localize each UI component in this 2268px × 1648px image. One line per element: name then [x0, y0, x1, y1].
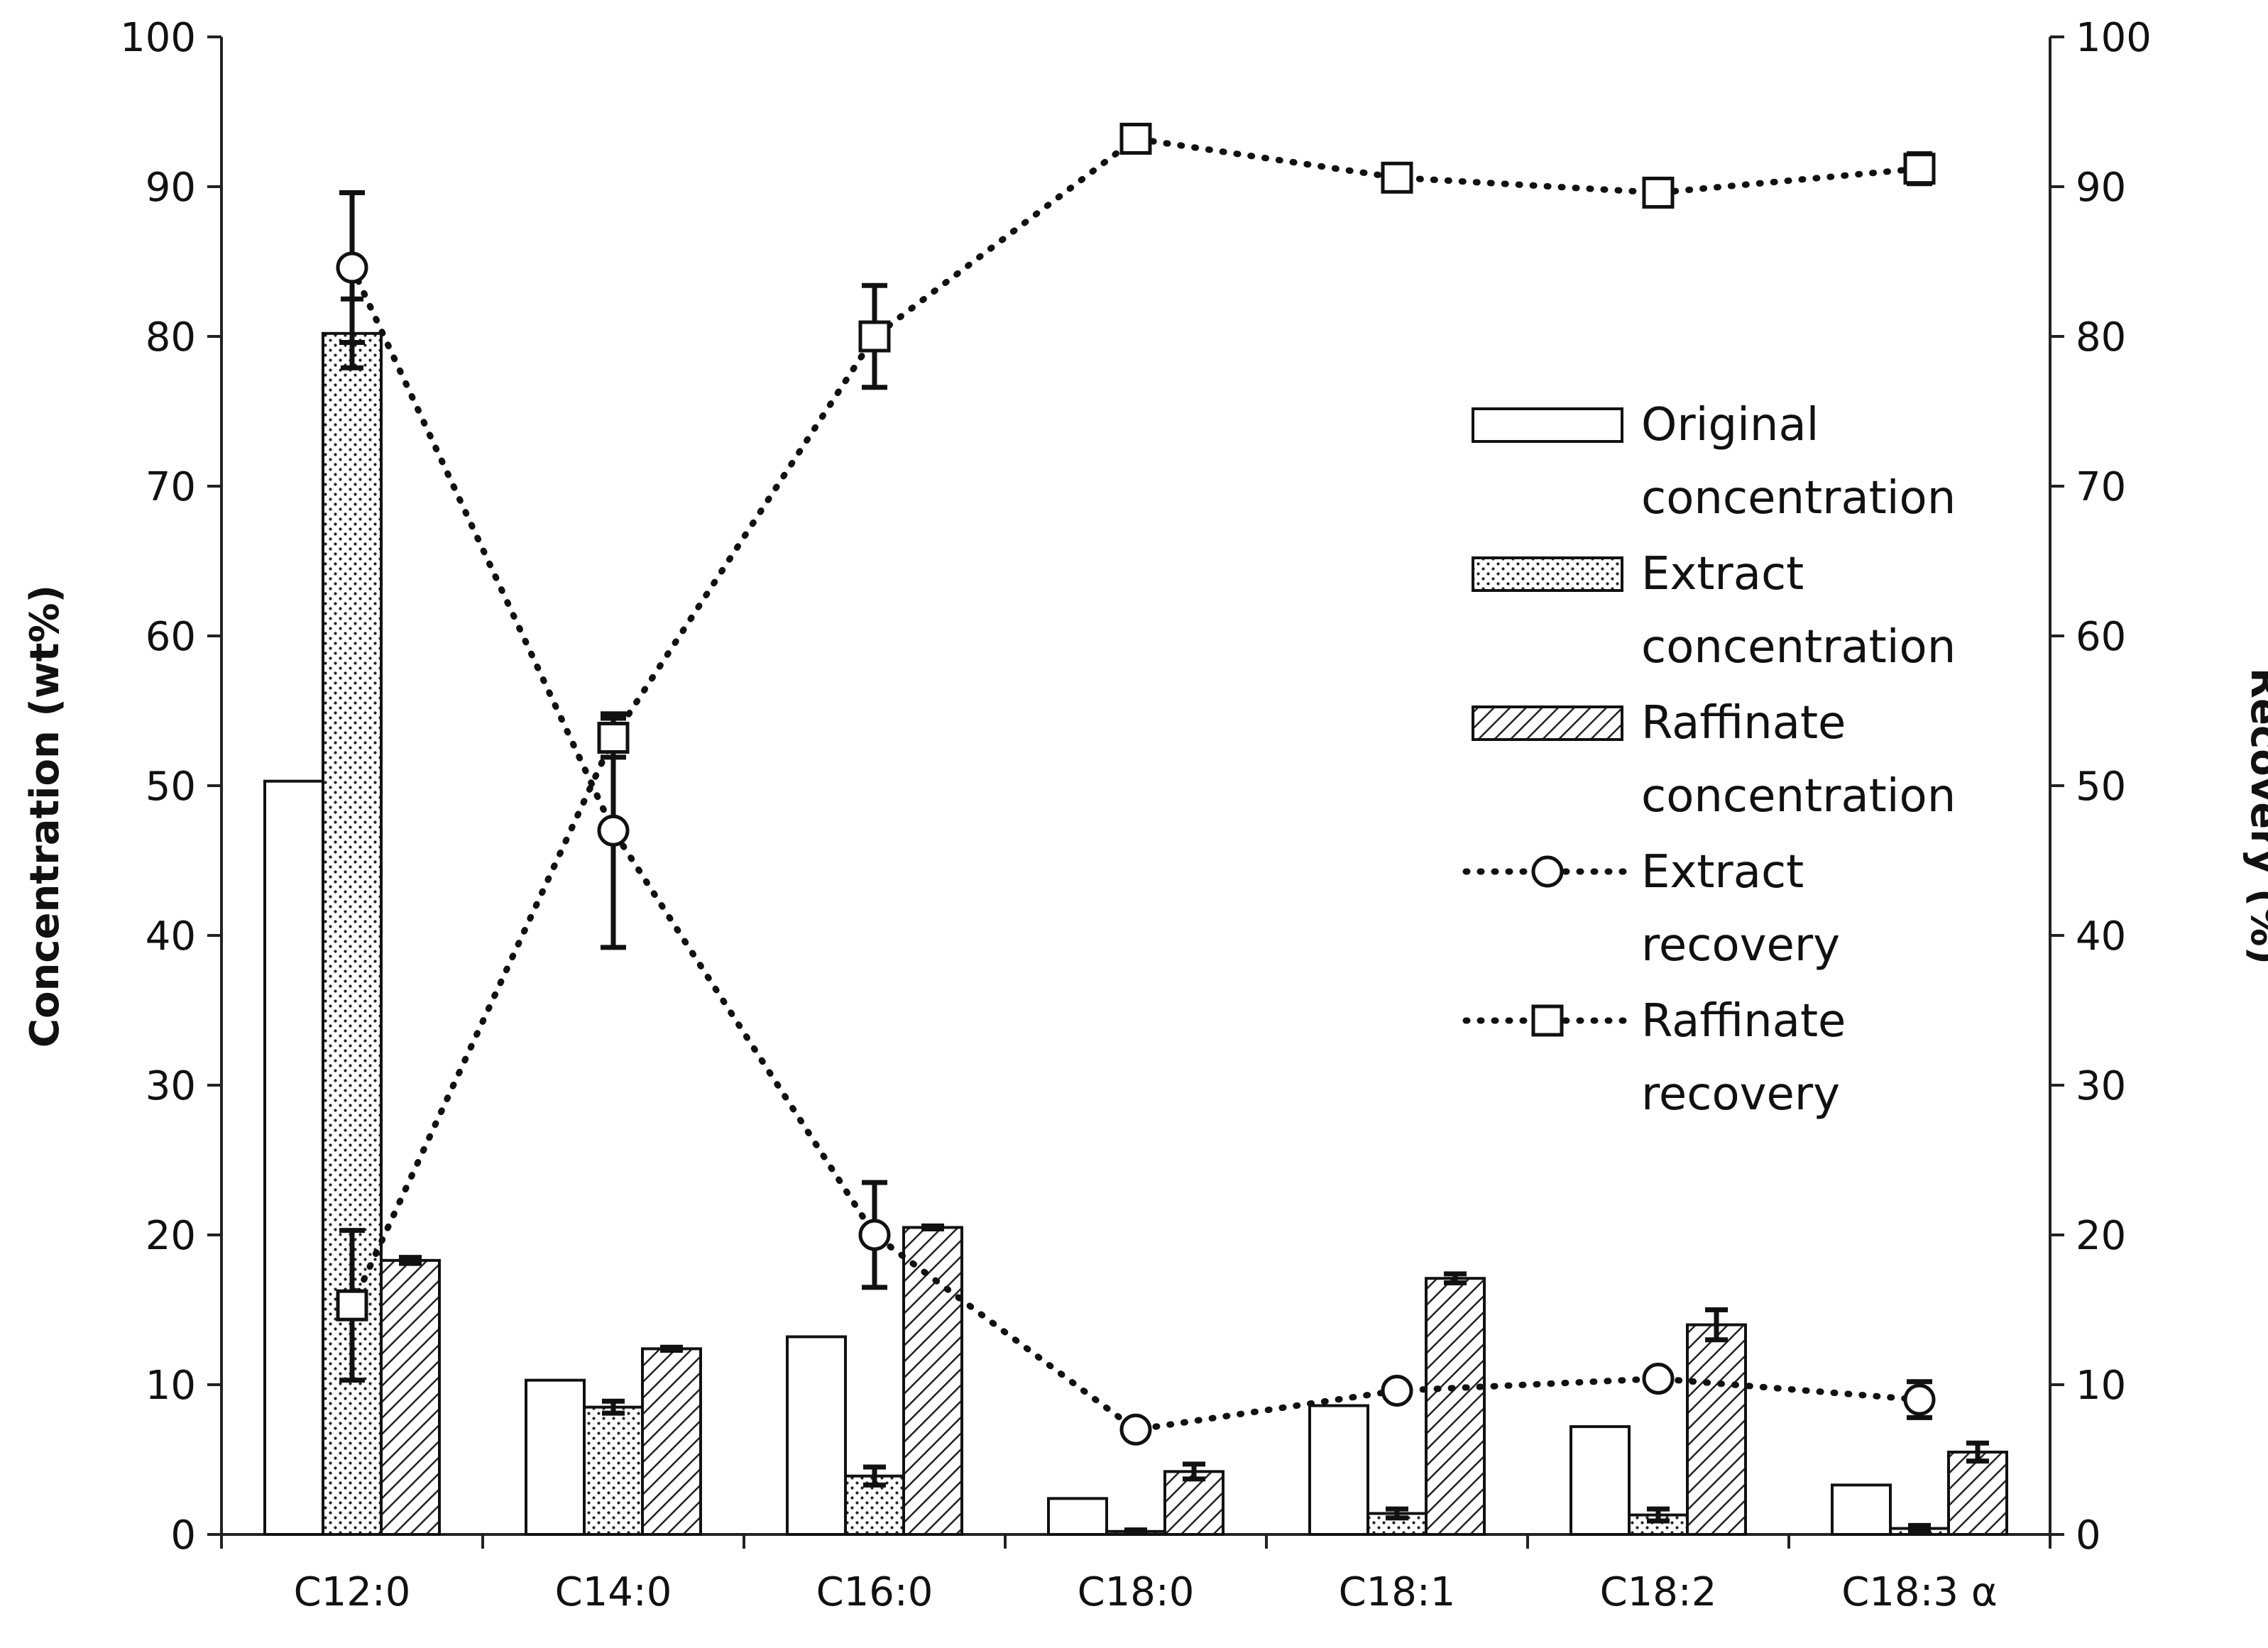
legend-label: recovery	[1641, 1068, 1840, 1121]
legend-label: Original	[1641, 399, 1819, 451]
bar-hatch	[1947, 1450, 2008, 1536]
legend-label: concentration	[1641, 770, 1956, 823]
bar-hatch	[1686, 1323, 1747, 1536]
right-tick-label: 90	[2076, 165, 2126, 211]
left-tick-label: 100	[120, 15, 196, 61]
legend-label: concentration	[1641, 621, 1956, 674]
left-tick-label: 10	[146, 1363, 196, 1409]
circle-marker	[1381, 1374, 1413, 1407]
left-tick-label: 30	[146, 1063, 196, 1109]
circle-marker	[597, 814, 630, 847]
axes: 0 10 20 30 40 50 60 70 80 90 100 0 10 20 30 40 50 60 70 80 9…	[120, 15, 2152, 1615]
left-tick-label: 0	[170, 1512, 196, 1559]
right-tick-label: 20	[2076, 1213, 2126, 1259]
right-tick-label: 50	[2076, 764, 2126, 810]
circle-marker	[336, 251, 368, 284]
square-marker	[1119, 122, 1152, 155]
legend: Original concentration Extract concentratio…	[1462, 399, 1956, 1121]
right-tick-label: 70	[2076, 464, 2126, 510]
bar-plain	[1569, 1425, 1631, 1536]
left-tick-label: 80	[146, 314, 196, 361]
x-tick-label: C18:0	[1078, 1569, 1195, 1615]
bar-plain	[1308, 1404, 1369, 1537]
legend-swatch-dots	[1472, 556, 1623, 592]
legend-square-marker	[1531, 1004, 1564, 1037]
right-axis-title: Recovery (%)	[2242, 668, 2268, 965]
bars	[263, 296, 2008, 1537]
legend-circle-marker	[1531, 855, 1564, 888]
bar-plain	[786, 1335, 847, 1536]
right-tick-label: 10	[2076, 1363, 2126, 1409]
left-tick-label: 70	[146, 464, 196, 510]
circle-marker	[858, 1219, 891, 1251]
circle-marker	[1119, 1413, 1152, 1446]
right-tick-label: 80	[2076, 314, 2126, 361]
bar-hatch	[1425, 1277, 1486, 1536]
legend-label: concentration	[1641, 472, 1956, 524]
legend-swatch-plain	[1472, 407, 1623, 443]
bar-hatch	[380, 1258, 441, 1536]
circle-marker	[1903, 1383, 1936, 1416]
legend-label: Raffinate	[1641, 995, 1846, 1048]
left-tick-label: 20	[146, 1213, 196, 1259]
right-tick-label: 0	[2076, 1512, 2101, 1559]
right-tick-label: 40	[2076, 913, 2126, 960]
legend-label: recovery	[1641, 919, 1840, 972]
legend-label: Extract	[1641, 548, 1804, 600]
left-axis-title: Concentration (wt%)	[22, 585, 68, 1048]
bar-plain	[1831, 1483, 1892, 1537]
bar-hatch	[641, 1347, 702, 1536]
left-tick-label: 40	[146, 913, 196, 960]
square-marker	[1903, 153, 1936, 185]
bar-plain	[525, 1378, 586, 1537]
x-tick-label: C16:0	[816, 1569, 933, 1615]
square-marker	[597, 721, 630, 754]
square-marker	[336, 1289, 368, 1322]
left-tick-label: 50	[146, 764, 196, 810]
square-marker	[1381, 161, 1413, 194]
right-tick-label: 100	[2076, 15, 2152, 61]
x-tick-label: C18:2	[1600, 1569, 1717, 1615]
bar-dots	[583, 1405, 644, 1537]
x-tick-label: C18:3 α	[1841, 1569, 1998, 1615]
circle-marker	[1642, 1363, 1675, 1395]
bar-hatch	[902, 1226, 963, 1536]
left-tick-label: 90	[146, 165, 196, 211]
x-tick-label: C18:1	[1339, 1569, 1456, 1615]
x-tick-label: C12:0	[294, 1569, 411, 1615]
bar-plain	[263, 779, 324, 1536]
right-tick-label: 30	[2076, 1063, 2126, 1109]
x-tick-label: C14:0	[555, 1569, 672, 1615]
legend-label: Raffinate	[1641, 697, 1846, 749]
square-marker	[1642, 176, 1675, 209]
legend-label: Extract	[1641, 846, 1804, 899]
left-tick-label: 60	[146, 614, 196, 660]
bar-plain	[1047, 1497, 1108, 1537]
recovery-lines	[336, 122, 1936, 1446]
square-marker	[858, 320, 891, 353]
right-tick-label: 60	[2076, 614, 2126, 660]
legend-swatch-hatch	[1472, 705, 1623, 741]
